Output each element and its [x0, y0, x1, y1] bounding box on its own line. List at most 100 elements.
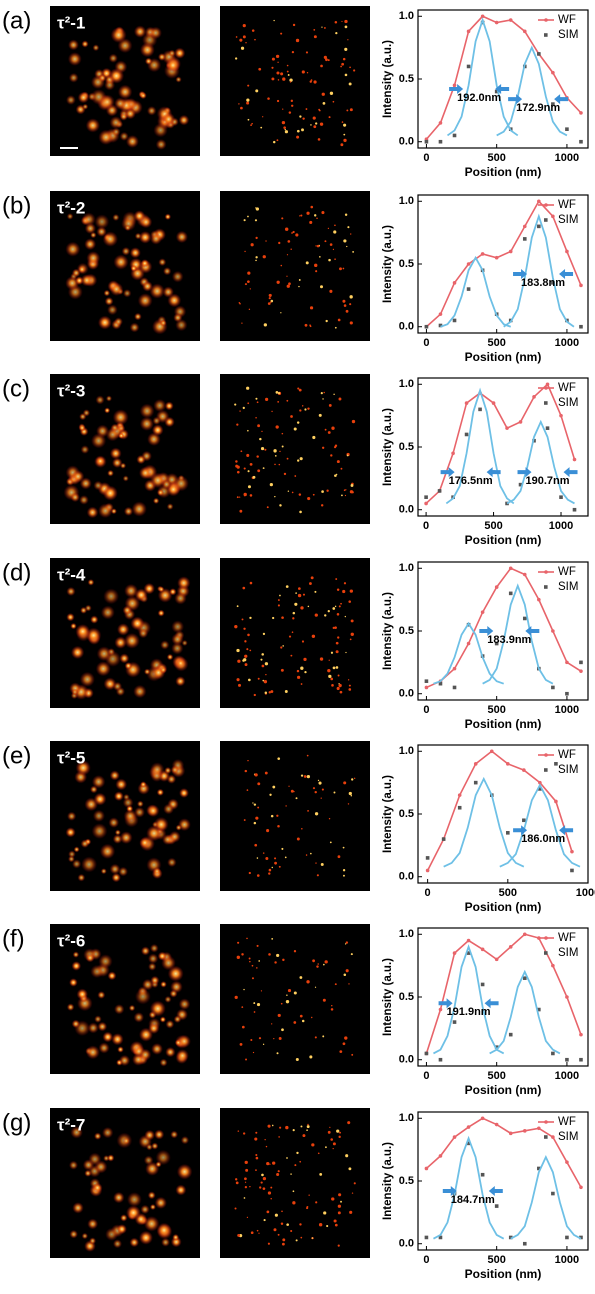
data-point	[522, 768, 526, 772]
x-axis-label: Position (nm)	[465, 1083, 542, 1097]
spot	[85, 1045, 100, 1060]
spot	[294, 475, 297, 477]
spot	[119, 653, 130, 664]
spot	[70, 1126, 83, 1139]
spot	[349, 66, 351, 69]
spot	[271, 1023, 273, 1025]
spot	[349, 1210, 353, 1214]
data-point	[480, 1116, 485, 1121]
legend-marker	[544, 18, 548, 22]
spot	[342, 846, 345, 849]
spot	[119, 131, 129, 141]
spot	[319, 122, 324, 126]
data-point	[508, 566, 513, 571]
data-point	[579, 1057, 583, 1062]
spot	[234, 57, 238, 60]
spot	[292, 1129, 295, 1132]
y-tick-label: 0.0	[399, 136, 414, 148]
spot	[256, 857, 259, 859]
spot	[275, 54, 280, 59]
spot	[181, 639, 188, 647]
spot	[329, 1126, 331, 1128]
data-point	[537, 597, 541, 602]
widefield-image	[50, 1108, 200, 1258]
spot	[115, 778, 128, 791]
spot	[69, 1229, 79, 1239]
spot	[254, 1137, 258, 1141]
data-point	[466, 64, 471, 69]
x-tick-label: 500	[487, 337, 505, 349]
spot	[332, 248, 335, 251]
spot	[325, 58, 328, 62]
data-point	[438, 323, 443, 328]
spot	[292, 230, 295, 234]
spot	[292, 23, 296, 27]
spot	[324, 960, 328, 964]
widefield-image	[50, 6, 200, 156]
spot	[307, 496, 311, 501]
spot	[158, 258, 167, 267]
spot	[334, 326, 337, 329]
data-point	[579, 1185, 583, 1190]
spot	[306, 754, 309, 757]
spot	[151, 1142, 159, 1150]
spot	[344, 73, 348, 77]
spot	[353, 777, 356, 780]
data-point	[466, 262, 471, 266]
spot	[276, 280, 280, 284]
spot	[148, 1022, 160, 1035]
spot	[71, 688, 79, 696]
spot	[259, 1186, 262, 1189]
spot	[278, 463, 281, 466]
spot	[90, 615, 99, 624]
spot	[262, 852, 265, 854]
spot	[139, 416, 154, 431]
spot	[270, 1186, 273, 1189]
spot	[346, 109, 349, 112]
data-point	[494, 1122, 499, 1127]
spot	[330, 677, 334, 681]
data-point	[464, 401, 469, 405]
spot	[107, 469, 114, 477]
spot	[65, 827, 76, 838]
data-point	[424, 1166, 429, 1171]
spot	[249, 649, 252, 652]
sample-label: τ²-4	[57, 565, 86, 584]
spot	[253, 803, 257, 806]
spot	[131, 501, 147, 517]
spot	[158, 586, 165, 593]
fwhm-arrow	[479, 626, 494, 636]
sim-image	[220, 191, 370, 341]
spot	[82, 409, 91, 417]
spot	[171, 633, 184, 646]
spot	[315, 122, 318, 125]
y-tick-label: 0.5	[399, 73, 414, 85]
data-point	[538, 780, 542, 785]
spot	[316, 244, 320, 248]
spot	[314, 986, 317, 988]
spot	[68, 1160, 79, 1170]
fit-curve	[440, 255, 512, 328]
spot	[255, 259, 257, 262]
spot	[124, 224, 131, 231]
spot	[95, 661, 111, 677]
spot	[241, 953, 244, 956]
spot	[310, 852, 312, 855]
spot	[98, 1042, 110, 1054]
spot	[339, 1131, 341, 1134]
spot	[291, 491, 294, 494]
data-point	[438, 121, 443, 125]
spot	[313, 80, 317, 84]
spot	[236, 496, 239, 499]
spot	[248, 308, 251, 311]
spot	[277, 599, 280, 602]
spot	[161, 1237, 171, 1247]
spot	[113, 1191, 125, 1204]
spot	[246, 937, 248, 940]
spot	[93, 1132, 102, 1140]
spot	[255, 417, 257, 419]
spot	[155, 1149, 171, 1166]
spot	[301, 828, 303, 830]
spot	[241, 618, 244, 621]
spot	[87, 1022, 99, 1034]
